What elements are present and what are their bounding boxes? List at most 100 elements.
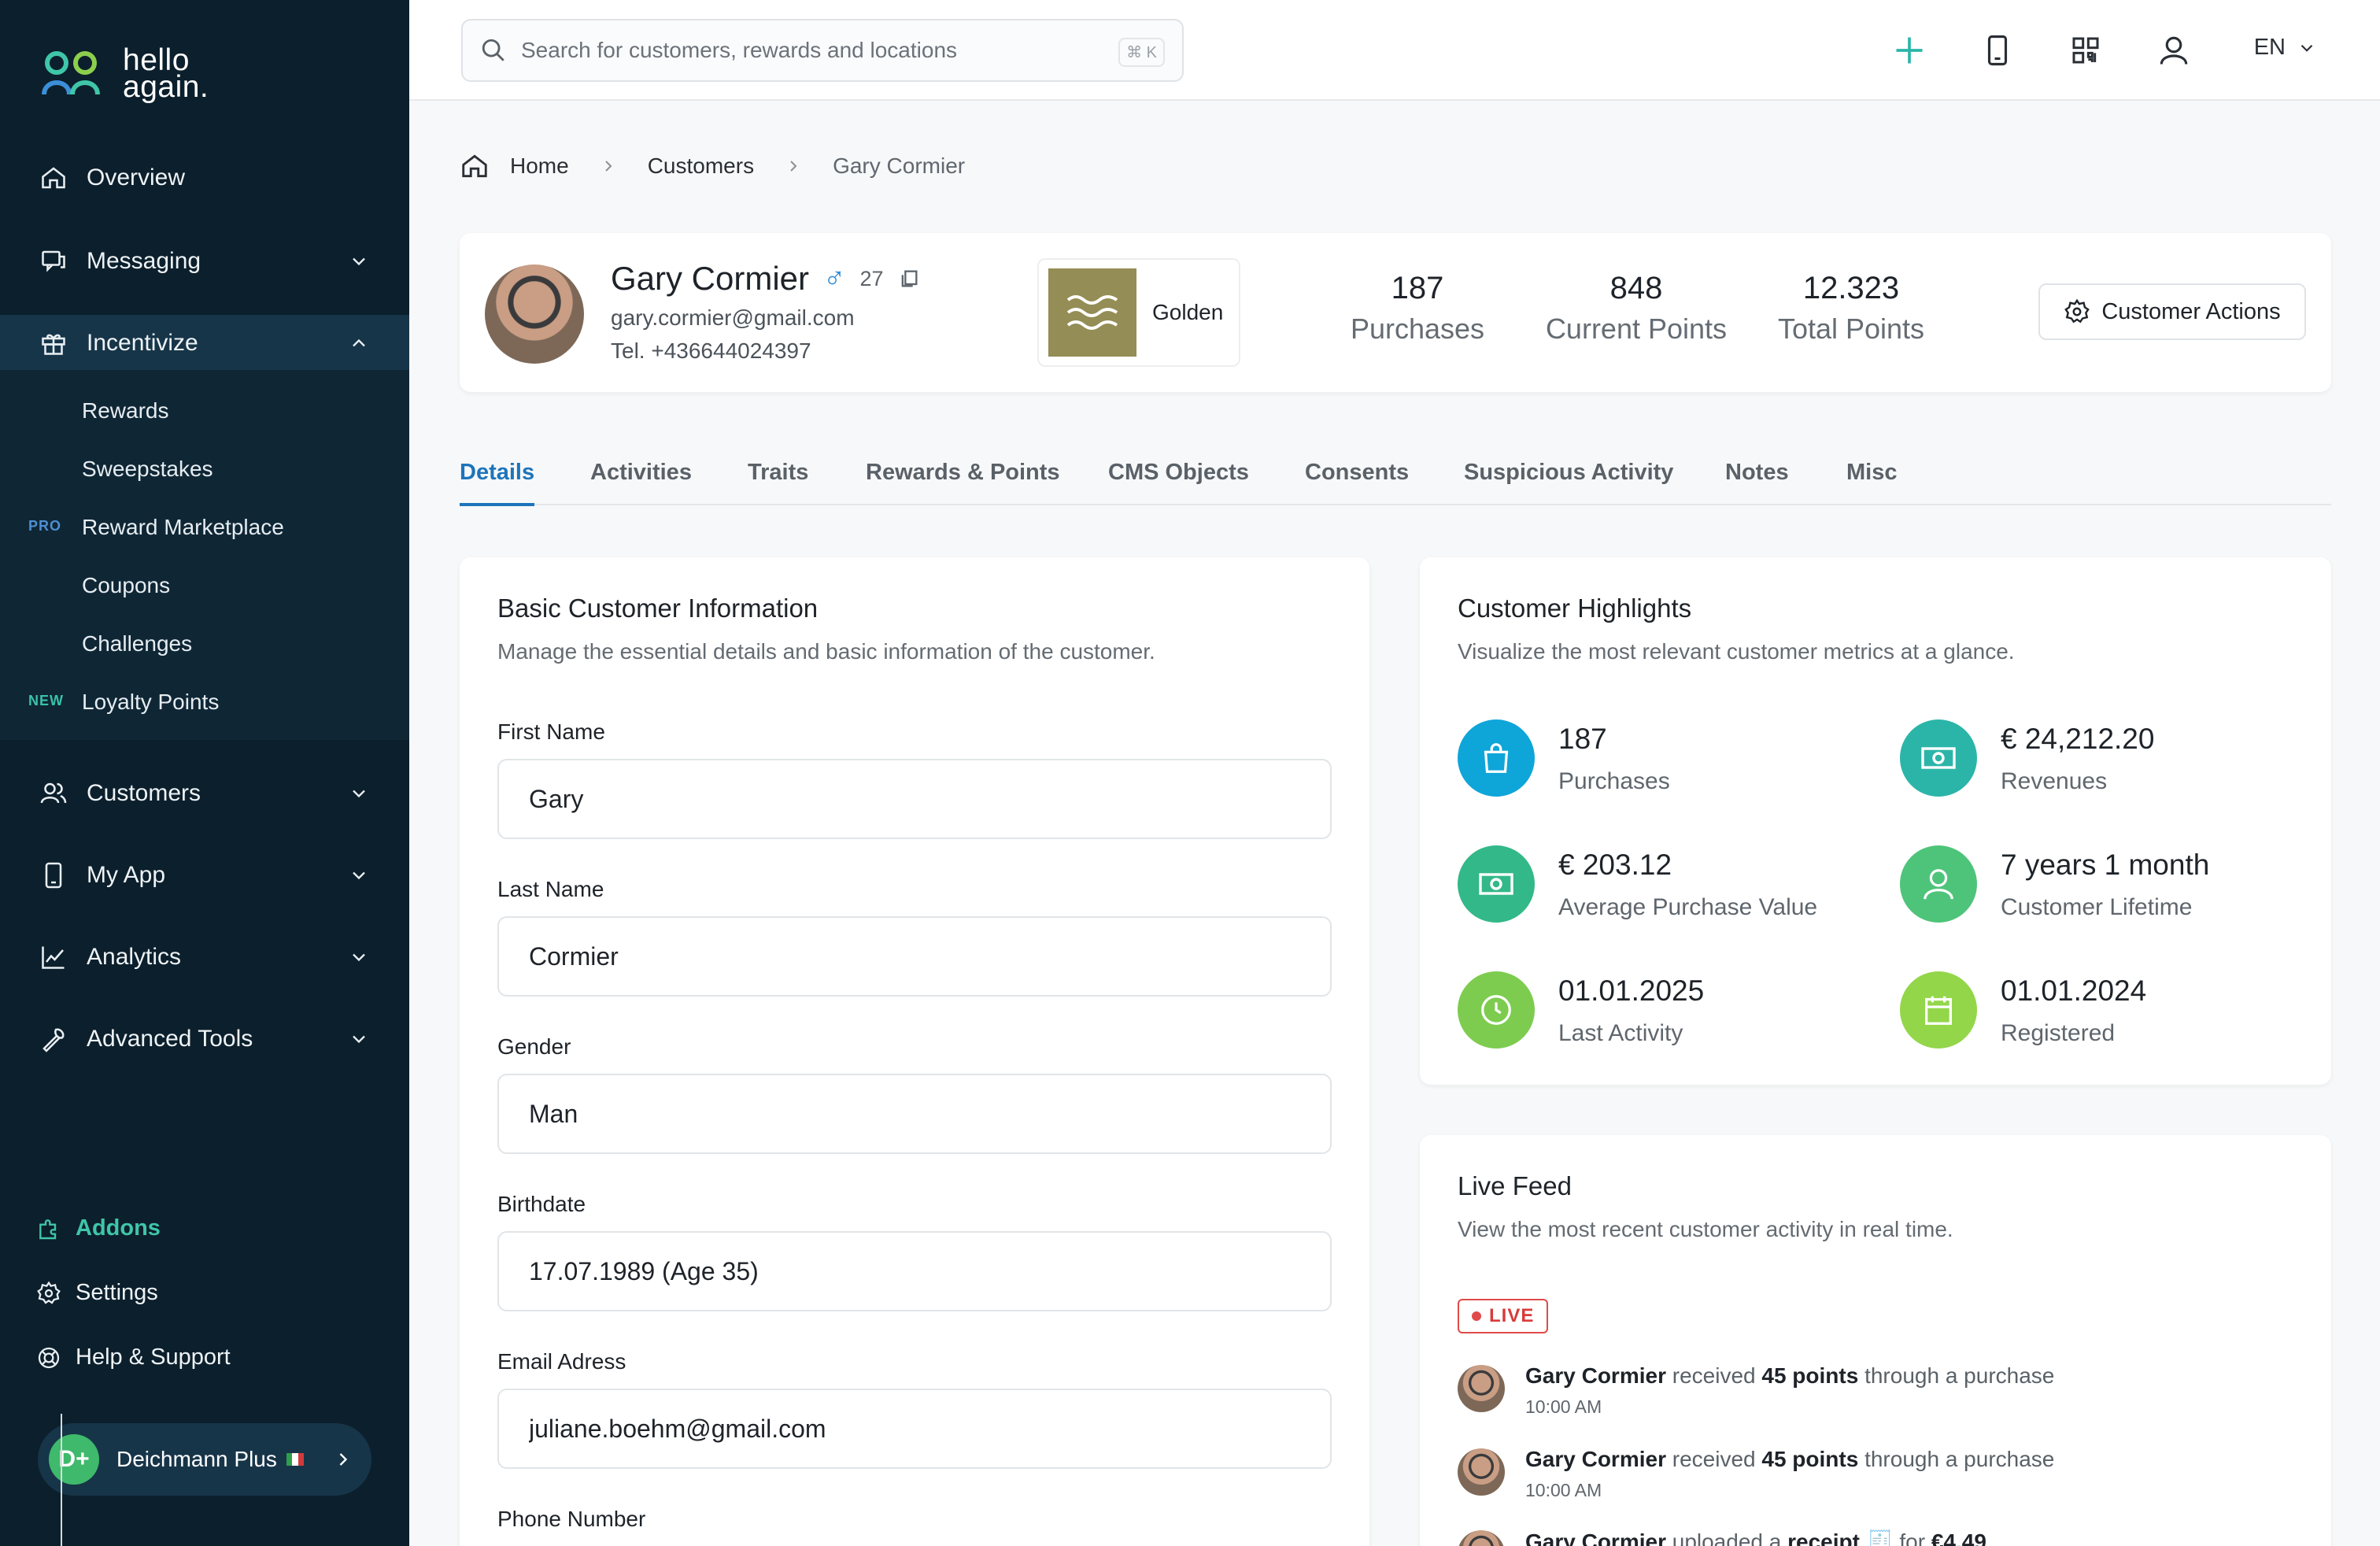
feed-event-text: Gary Cormier received 45 points through … [1525,1447,2054,1472]
subnav-reward-marketplace[interactable]: Reward Marketplace [82,515,284,539]
section-title: Basic Customer Information [497,594,819,623]
nav-messaging[interactable]: Messaging [0,233,409,290]
customer-phone: Tel. +436644024397 [611,338,811,363]
search-bar[interactable]: ⌘ K [461,19,1184,82]
tier-badge[interactable]: Golden [1037,258,1240,367]
home-icon[interactable] [460,151,490,181]
nav-analytics[interactable]: Analytics [0,929,409,986]
stat-value: 187 [1391,271,1444,305]
incentivize-submenu: Rewards Sweepstakes PRO Reward Marketpla… [0,370,409,740]
highlight-label: Customer Lifetime [2001,894,2193,920]
last-name-field[interactable] [497,916,1332,997]
user-icon [2160,36,2188,65]
tab-consents[interactable]: Consents [1305,460,1410,485]
stat-total-points: 12.323 Total Points [1766,271,1936,346]
nav-my-app[interactable]: My App [0,847,409,904]
nav-incentivize[interactable]: Incentivize [0,315,409,372]
feed-event-text: Gary Cormier uploaded a receipt 🧾 for €4… [1525,1529,1986,1546]
tab-activities[interactable]: Activities [590,460,692,485]
basic-info-card: Basic Customer Information Manage the es… [460,557,1369,1546]
gear-icon [37,1281,61,1304]
search-input[interactable] [521,38,1088,63]
customer-actions-button[interactable]: Customer Actions [2038,283,2306,340]
tab-cms-objects[interactable]: CMS Objects [1108,460,1249,485]
account-switcher[interactable]: D+ Deichmann Plus [38,1423,371,1496]
subnav-coupons[interactable]: Coupons [82,573,171,597]
nav-analytics-label: Analytics [87,944,182,970]
language-selector[interactable]: EN [2254,35,2317,61]
event-customer[interactable]: Gary Cormier [1525,1363,1666,1388]
tab-rewards-points[interactable]: Rewards & Points [866,460,1060,485]
account-name: Deichmann Plus [116,1447,277,1471]
highlight-label: Last Activity [1558,1020,1683,1046]
chevron-up-icon [353,338,365,347]
chat-icon [38,246,69,277]
qr-scanner-button[interactable] [2067,31,2105,69]
tab-notes[interactable]: Notes [1725,460,1789,485]
feed-event-text: Gary Cormier received 45 points through … [1525,1363,2054,1389]
nav-help-support[interactable]: Help & Support [36,1344,231,1370]
breadcrumb-home[interactable]: Home [510,153,569,178]
customer-name-row: Gary Cormier ♂ 27 [611,260,920,298]
copy-icon[interactable] [898,268,920,290]
wrench-icon [38,1023,69,1055]
gift-icon [38,327,69,359]
section-subtitle: View the most recent customer activity i… [1458,1217,1953,1241]
subnav-challenges[interactable]: Challenges [82,631,193,656]
add-button[interactable] [1890,31,1928,69]
app-preview-button[interactable] [1979,31,2016,69]
language-label: EN [2253,35,2286,60]
account-avatar: D+ [49,1434,99,1485]
live-badge: LIVE [1458,1299,1549,1333]
event-customer[interactable]: Gary Cormier [1525,1529,1666,1546]
sidebar: hello again. Overview Messaging Incentiv… [0,0,409,1546]
italy-flag-icon [286,1453,304,1466]
stat-label: Total Points [1777,313,1925,345]
gender-field[interactable] [497,1074,1332,1154]
lifebuoy-icon [38,1347,60,1368]
nav-customers-label: Customers [87,780,201,806]
highlight-value: 187 [1558,723,1607,755]
search-icon [482,39,504,61]
subnav-sweepstakes[interactable]: Sweepstakes [82,457,213,481]
tab-suspicious-activity[interactable]: Suspicious Activity [1464,460,1674,485]
gender-label: Gender [497,1034,571,1059]
chevron-down-icon [353,257,365,266]
nav-customers[interactable]: Customers [0,765,409,822]
home-icon [38,162,69,194]
highlight-value: 7 years 1 month [2001,849,2210,881]
users-icon [38,778,69,809]
stat-value: 848 [1609,271,1663,305]
first-name-field[interactable] [497,759,1332,839]
nav-advanced-tools[interactable]: Advanced Tools [0,1011,409,1067]
user-icon [1900,845,1977,923]
tab-misc[interactable]: Misc [1846,460,1898,485]
nav-settings[interactable]: Settings [36,1280,158,1306]
customer-email: gary.cormier@gmail.com [611,305,855,330]
highlight-label: Average Purchase Value [1558,894,1818,920]
logo-line-1: hello [123,43,190,77]
birthdate-field[interactable] [497,1231,1332,1311]
tier-name: Golden [1152,300,1224,324]
nav-help-label: Help & Support [76,1344,231,1370]
subnav-loyalty-points[interactable]: Loyalty Points [82,690,220,714]
tab-traits[interactable]: Traits [748,460,809,485]
event-customer[interactable]: Gary Cormier [1525,1447,1666,1471]
breadcrumb-customers[interactable]: Customers [647,153,755,178]
email-field[interactable] [497,1389,1332,1469]
event-amount: €4.49 [1931,1529,1986,1546]
logo[interactable]: hello again. [39,43,209,102]
chevron-down-icon [353,871,365,880]
profile-button[interactable] [2155,31,2193,69]
highlight-value: € 24,212.20 [2001,723,2155,755]
plus-icon [1896,37,1923,64]
event-verb: received [1665,1363,1762,1388]
nav-overview[interactable]: Overview [0,150,409,206]
male-icon: ♂ [823,261,846,295]
chevron-down-icon [2301,44,2313,52]
nav-addons[interactable]: Addons [36,1215,161,1241]
subnav-rewards[interactable]: Rewards [82,398,169,423]
last-name-label: Last Name [497,877,604,901]
tab-details[interactable]: Details [460,460,535,506]
banknote-icon [1900,719,1977,797]
